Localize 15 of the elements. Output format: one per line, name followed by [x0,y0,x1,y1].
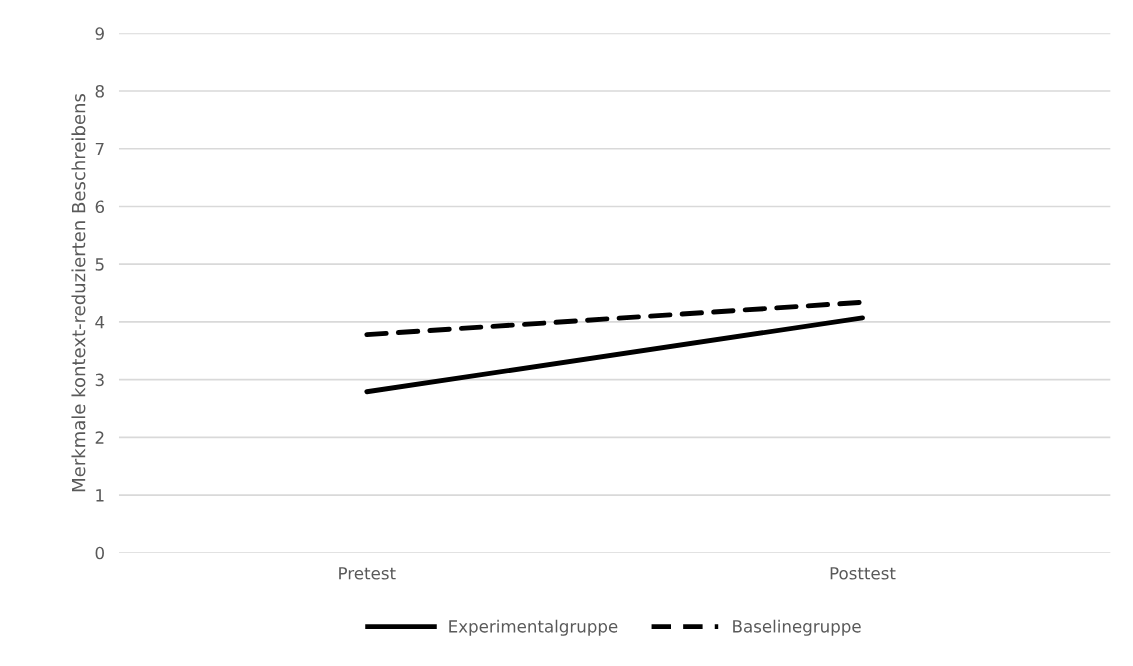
legend-label: Experimentalgruppe [449,619,618,636]
y-axis-title: Merkmale kontext-reduzierten Beschreibens [71,94,86,492]
y-tick-label: 5 [95,258,104,271]
y-tick-label: 1 [96,489,104,502]
y-tick-label: 7 [95,142,104,156]
legend-label: Baselinegruppe [733,619,861,636]
y-tick-label: 0 [95,546,104,560]
x-tick-label: Posttest [830,567,896,580]
y-tick-label: 8 [95,84,104,98]
x-tick-label: Pretest [339,567,396,580]
y-tick-label: 2 [95,431,104,444]
y-tick-label: 6 [95,200,105,214]
y-tick-label: 4 [95,316,105,329]
y-tick-label: 9 [95,27,104,40]
y-tick-label: 3 [95,373,104,387]
